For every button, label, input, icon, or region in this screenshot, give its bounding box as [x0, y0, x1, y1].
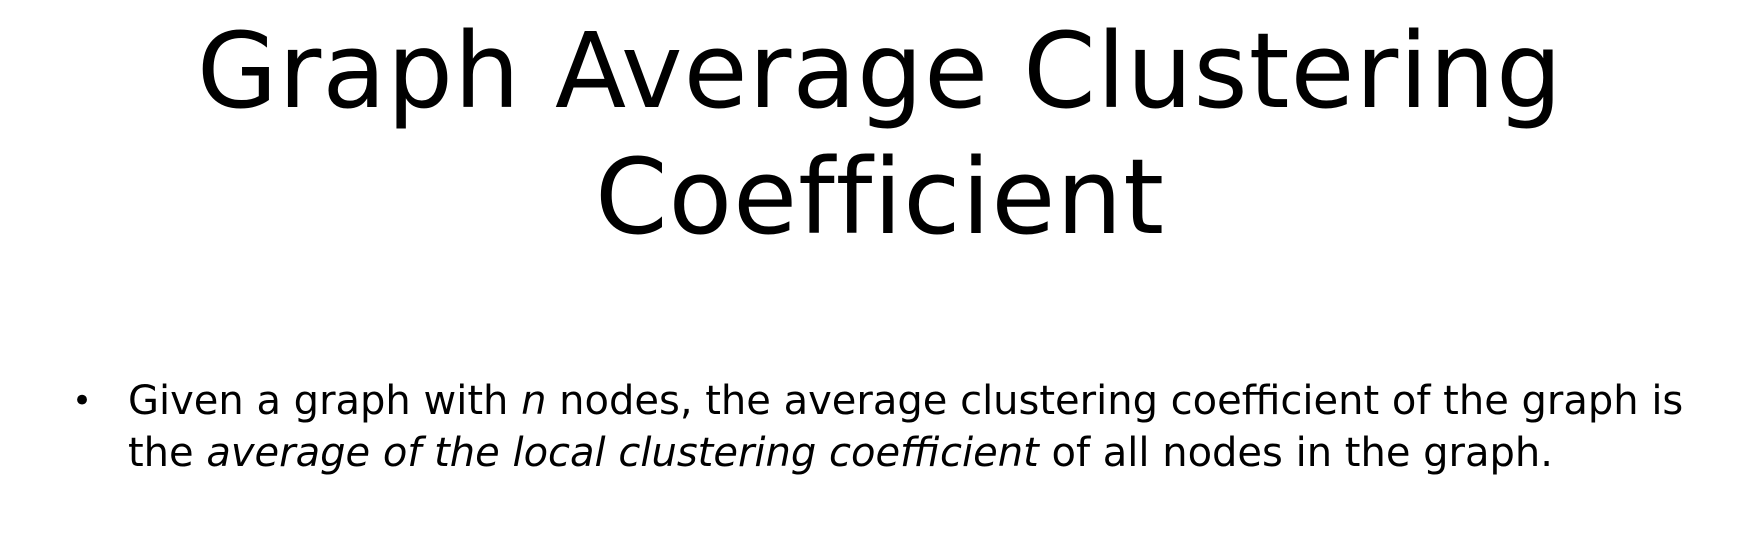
bullet-marker: • [72, 381, 93, 421]
slide-title: Graph Average Clustering Coefficient [0, 8, 1760, 260]
title-line-2: Coefficient [594, 136, 1166, 258]
bullet-text-part2: nodes, the average clustering coefficien… [128, 378, 1684, 476]
bullet-text: Given a graph with n nodes, the average … [128, 378, 1683, 476]
bullet-text-part3: of all nodes in the graph. [1038, 430, 1553, 476]
bullet-emphasis: average of the local clustering coeffici… [206, 430, 1039, 476]
bullet-text-part1: Given a graph with [128, 378, 522, 424]
variable-n: n [521, 378, 547, 424]
title-line-1: Graph Average Clustering [196, 10, 1564, 132]
bullet-list: • Given a graph with n nodes, the averag… [72, 375, 1712, 479]
bullet-item: • Given a graph with n nodes, the averag… [72, 375, 1712, 479]
